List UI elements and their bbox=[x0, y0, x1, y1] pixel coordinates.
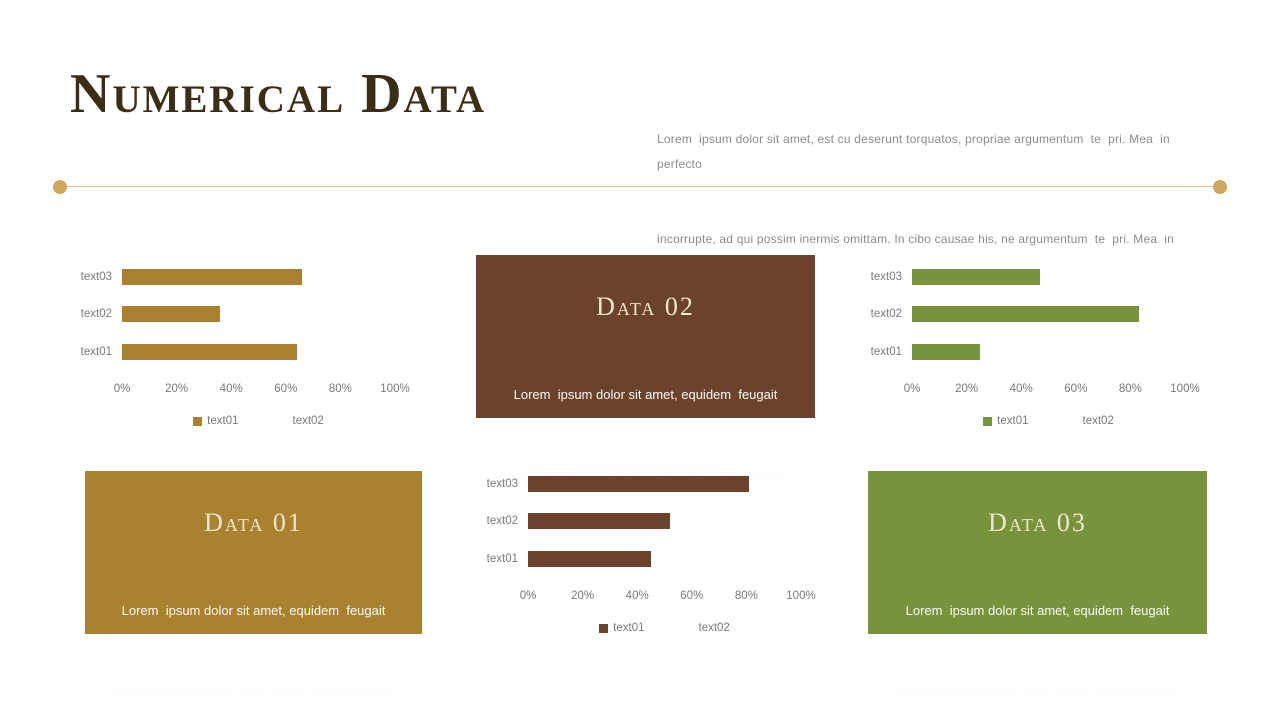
bar-chart-data02: text03 text02 text01 0% 20% 40% 60% 80% 100% text… bbox=[468, 469, 818, 641]
bar-text03 bbox=[122, 269, 303, 285]
bar-text02 bbox=[122, 306, 221, 322]
axis-tick-label: 100% bbox=[786, 590, 816, 602]
axis-tick-label: 100% bbox=[1170, 383, 1200, 395]
legend-swatch bbox=[983, 416, 993, 426]
legend-item-text02: text02 bbox=[685, 622, 730, 634]
axis-tick-label: 40% bbox=[625, 590, 649, 602]
divider-dot-right bbox=[1213, 180, 1227, 194]
card-body-line1: Lorem ipsum dolor sit amet, equidem feug… bbox=[513, 387, 778, 402]
legend-item-text02: text02 bbox=[1069, 415, 1114, 427]
card-body-data03: Lorem ipsum dolor sit amet, equidem feug… bbox=[868, 543, 1207, 720]
axis-tick-label: 0% bbox=[113, 383, 131, 395]
legend-swatch-hidden bbox=[279, 417, 288, 426]
bar-chart-data03: text03 text02 text01 0% 20% 40% 60% 80% 100% text… bbox=[852, 262, 1202, 434]
legend-item-text01: text01 bbox=[599, 622, 645, 634]
axis-tick-label: 60% bbox=[1064, 383, 1088, 395]
legend-item-text01: text01 bbox=[983, 415, 1029, 427]
axis-tick-label: 100% bbox=[380, 383, 410, 395]
bar-text03 bbox=[528, 476, 750, 492]
legend-swatch-hidden bbox=[1069, 417, 1078, 426]
divider-dot-left bbox=[53, 180, 67, 194]
divider bbox=[53, 180, 1227, 194]
legend-label: text01 bbox=[207, 415, 239, 427]
divider-line bbox=[60, 186, 1220, 187]
axis-tick-label: 20% bbox=[955, 383, 979, 395]
legend-label: text01 bbox=[613, 622, 645, 634]
axis-tick-label: 0% bbox=[519, 590, 537, 602]
intro-line-1: Lorem ipsum dolor sit amet, est cu deser… bbox=[657, 132, 1174, 171]
legend-item-text02: text02 bbox=[279, 415, 324, 427]
axis-tick-label: 80% bbox=[328, 383, 352, 395]
intro-paragraph: Lorem ipsum dolor sit amet, est cu deser… bbox=[657, 77, 1217, 302]
axis-tick-label: 60% bbox=[680, 590, 704, 602]
chart-legend: text01 text02 bbox=[122, 415, 395, 427]
axis-tick-label: 40% bbox=[219, 383, 243, 395]
category-label: text01 bbox=[80, 346, 112, 358]
legend-label: text01 bbox=[997, 415, 1029, 427]
card-data02: Data 02 Lorem ipsum dolor sit amet, equi… bbox=[476, 255, 815, 483]
card-title-data01: Data 01 bbox=[204, 508, 303, 537]
bar-text02 bbox=[912, 306, 1139, 322]
card-body-line1: Lorem ipsum dolor sit amet, equidem feug… bbox=[121, 603, 386, 618]
card-body-line1: Lorem ipsum dolor sit amet, equidem feug… bbox=[905, 603, 1170, 618]
chart-legend: text01 text02 bbox=[912, 415, 1185, 427]
legend-swatch bbox=[193, 416, 203, 426]
axis-tick-label: 20% bbox=[165, 383, 189, 395]
card-title-data03: Data 03 bbox=[988, 508, 1087, 537]
chart-legend: text01 text02 bbox=[528, 622, 801, 634]
axis-tick-label: 40% bbox=[1009, 383, 1033, 395]
category-label: text01 bbox=[870, 346, 902, 358]
category-label: text03 bbox=[486, 478, 518, 490]
axis-tick-label: 80% bbox=[1118, 383, 1142, 395]
card-body-line2: necessitatibus vix ex, mel movet sadipsc… bbox=[899, 684, 1176, 699]
category-label: text02 bbox=[486, 515, 518, 527]
category-label: text01 bbox=[486, 553, 518, 565]
bar-text03 bbox=[912, 269, 1041, 285]
axis-tick-label: 80% bbox=[734, 590, 758, 602]
axis-tick-label: 0% bbox=[903, 383, 921, 395]
card-data01: Data 01 Lorem ipsum dolor sit amet, equi… bbox=[85, 471, 422, 699]
card-body-data01: Lorem ipsum dolor sit amet, equidem feug… bbox=[85, 543, 422, 720]
legend-item-text01: text01 bbox=[193, 415, 239, 427]
legend-swatch-hidden bbox=[685, 624, 694, 633]
bar-text01 bbox=[122, 344, 297, 360]
category-label: text02 bbox=[870, 308, 902, 320]
bar-chart-data01: text03 text02 text01 0% 20% 40% 60% 80% 100% text… bbox=[62, 262, 412, 434]
legend-label: text02 bbox=[1082, 415, 1114, 427]
legend-swatch bbox=[599, 623, 609, 633]
card-title-data02: Data 02 bbox=[596, 292, 695, 321]
bar-text01 bbox=[528, 551, 651, 567]
card-body-line2: necessitatibus vix ex, mel movet sadipsc… bbox=[115, 684, 392, 699]
card-data03: Data 03 Lorem ipsum dolor sit amet, equi… bbox=[868, 471, 1207, 699]
axis-tick-label: 60% bbox=[274, 383, 298, 395]
intro-line-2: incorrupte, ad qui possim inermis omitta… bbox=[657, 232, 1175, 246]
axis-tick-label: 20% bbox=[571, 590, 595, 602]
category-label: text03 bbox=[870, 271, 902, 283]
bar-text02 bbox=[528, 513, 670, 529]
category-label: text03 bbox=[80, 271, 112, 283]
bar-text01 bbox=[912, 344, 981, 360]
legend-label: text02 bbox=[292, 415, 324, 427]
page-title: Numerical Data bbox=[70, 63, 487, 125]
legend-label: text02 bbox=[698, 622, 730, 634]
category-label: text02 bbox=[80, 308, 112, 320]
